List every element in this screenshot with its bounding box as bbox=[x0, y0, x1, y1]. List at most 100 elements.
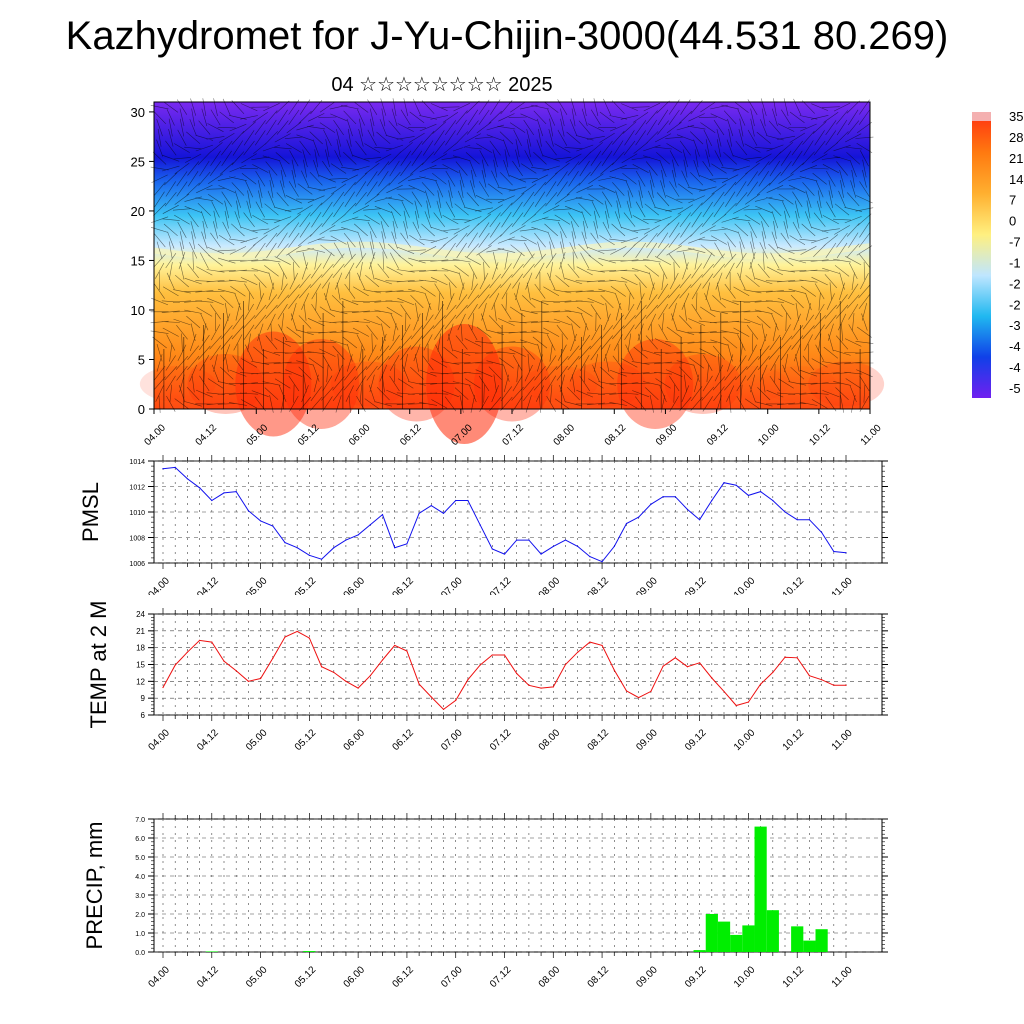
data-point bbox=[650, 503, 652, 505]
x-tick-label: 07.00 bbox=[439, 575, 465, 595]
data-point bbox=[735, 704, 737, 707]
y-tick-label: 1012 bbox=[129, 485, 145, 492]
warm-core bbox=[474, 346, 550, 422]
x-tick-label: 10.12 bbox=[781, 575, 807, 595]
data-point bbox=[467, 499, 469, 502]
x-tick-label: 08.12 bbox=[586, 575, 612, 595]
x-tick-label: 04.00 bbox=[142, 422, 168, 448]
precip-bar bbox=[730, 934, 743, 952]
y-tick-label: 25 bbox=[131, 154, 145, 169]
data-point bbox=[686, 508, 689, 511]
x-tick-label: 08.00 bbox=[537, 727, 563, 753]
data-point bbox=[638, 697, 640, 699]
colorbar-cap bbox=[972, 112, 991, 121]
data-point bbox=[808, 519, 811, 521]
data-point bbox=[198, 639, 201, 641]
data-point bbox=[211, 641, 213, 643]
x-tick-label: 09.00 bbox=[634, 964, 660, 990]
data-point bbox=[455, 699, 457, 702]
data-point bbox=[369, 675, 371, 677]
y-tick-label: 0 bbox=[138, 402, 145, 417]
x-tick-label: 04.00 bbox=[146, 575, 172, 595]
data-point bbox=[723, 690, 725, 693]
data-point bbox=[845, 684, 847, 686]
data-point bbox=[662, 496, 664, 498]
x-tick-label: 10.00 bbox=[732, 727, 758, 753]
data-point bbox=[589, 556, 591, 558]
y-tick-label: 30 bbox=[131, 105, 145, 120]
isotherm-band bbox=[153, 241, 871, 260]
x-tick-label: 07.12 bbox=[488, 575, 514, 595]
precip-bar bbox=[791, 926, 804, 952]
data-point bbox=[711, 499, 713, 502]
data-point bbox=[418, 512, 420, 514]
data-point bbox=[528, 539, 530, 541]
data-point bbox=[601, 644, 603, 647]
data-point bbox=[503, 654, 506, 656]
pmsl-chart: 1006 1008 1010 1012 1014 04.00 04.12 05.00 05.12… bbox=[78, 455, 888, 595]
data-point bbox=[613, 669, 615, 671]
data-point bbox=[320, 558, 323, 560]
data-point bbox=[564, 663, 567, 666]
x-tick-label: 10.12 bbox=[807, 422, 833, 448]
data-point bbox=[552, 686, 554, 688]
data-point bbox=[479, 664, 481, 666]
precip-bar bbox=[717, 921, 731, 952]
data-point bbox=[808, 675, 811, 677]
x-tick-label: 08.00 bbox=[537, 575, 563, 595]
colorbar-label: -5 bbox=[1009, 381, 1021, 396]
data-point bbox=[162, 468, 164, 470]
warm-core bbox=[808, 361, 885, 407]
colorbar-label: 35 bbox=[1009, 109, 1023, 124]
warm-core bbox=[139, 366, 216, 402]
x-tick-label: 07.12 bbox=[488, 964, 514, 990]
temp2m-chart: 6 9 12 15 18 21 24 04.00 04.12 05.00 05.12 06.00 06.… bbox=[86, 601, 888, 753]
data-point bbox=[564, 539, 567, 541]
y-tick-label: 15 bbox=[131, 253, 145, 268]
data-point bbox=[345, 539, 347, 541]
data-point bbox=[516, 672, 518, 675]
x-tick-label: 06.00 bbox=[342, 575, 368, 595]
x-tick-label: 06.12 bbox=[390, 727, 416, 753]
y-tick-label: 7.0 bbox=[135, 817, 145, 824]
x-tick-label: 09.12 bbox=[683, 964, 709, 990]
data-point bbox=[747, 494, 750, 497]
x-tick-label: 07.12 bbox=[488, 727, 514, 753]
data-point bbox=[308, 637, 310, 639]
x-tick-label: 09.12 bbox=[683, 575, 709, 595]
colorbar-label: 7 bbox=[1009, 193, 1016, 208]
x-tick-label: 07.12 bbox=[500, 422, 526, 448]
x-tick-label: 08.12 bbox=[586, 727, 612, 753]
data-point bbox=[528, 684, 530, 686]
data-point bbox=[699, 662, 701, 664]
x-tick-label: 10.00 bbox=[756, 422, 782, 448]
data-point bbox=[174, 466, 176, 468]
data-point bbox=[259, 677, 262, 680]
warm-core bbox=[521, 366, 598, 402]
warm-core bbox=[712, 366, 789, 402]
data-point bbox=[235, 670, 237, 672]
y-tick-label: 2.0 bbox=[135, 912, 145, 919]
precip-bar bbox=[803, 940, 816, 952]
data-point bbox=[516, 539, 518, 541]
data-point bbox=[589, 641, 591, 643]
data-point bbox=[345, 680, 347, 682]
x-tick-label: 06.12 bbox=[390, 964, 416, 990]
y-tick-label: 1010 bbox=[129, 510, 145, 517]
data-point bbox=[625, 690, 628, 692]
colorbar-label: 0 bbox=[1009, 214, 1016, 229]
x-tick-label: 06.12 bbox=[390, 575, 416, 595]
x-tick-label: 05.12 bbox=[293, 575, 319, 595]
data-point bbox=[272, 657, 274, 659]
y-tick-label: 6.0 bbox=[135, 836, 145, 843]
y-tick-label: 24 bbox=[136, 610, 145, 619]
data-point bbox=[333, 671, 335, 673]
y-tick-label: 1006 bbox=[129, 561, 145, 568]
data-point bbox=[845, 552, 847, 554]
data-point bbox=[247, 680, 249, 682]
data-point bbox=[174, 664, 176, 666]
data-point bbox=[650, 690, 652, 693]
data-point bbox=[577, 651, 579, 653]
data-point bbox=[662, 665, 664, 667]
